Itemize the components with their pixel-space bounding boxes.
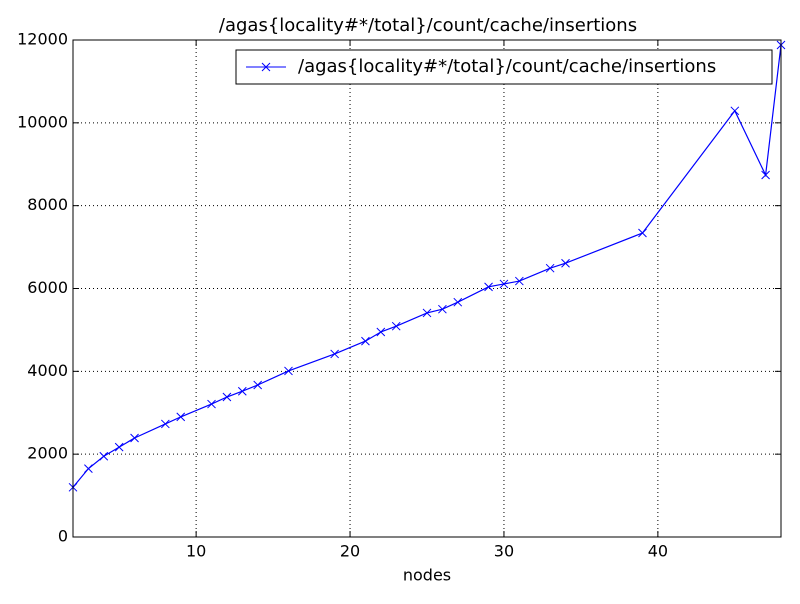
data-marker <box>284 366 293 376</box>
legend-box <box>235 49 773 85</box>
data-marker <box>730 106 740 116</box>
data-marker <box>237 386 247 396</box>
data-marker <box>438 304 447 314</box>
data-marker <box>391 321 401 331</box>
data-marker <box>84 464 93 474</box>
y-tick-label: 6000 <box>27 278 68 297</box>
data-line <box>72 44 782 488</box>
x-tick-label: 30 <box>494 542 514 561</box>
data-marker <box>761 170 770 180</box>
data-marker <box>253 380 263 390</box>
data-marker <box>514 276 524 286</box>
plot-frame <box>72 39 782 538</box>
data-marker <box>207 399 216 409</box>
data-marker <box>422 308 432 318</box>
x-tick-label: 20 <box>340 542 360 561</box>
y-tick-label: 8000 <box>27 195 68 214</box>
data-marker <box>176 412 186 422</box>
data-marker <box>561 258 570 268</box>
legend-marker <box>261 62 271 72</box>
x-tick-label: 40 <box>648 542 668 561</box>
chart-title: /agas{locality#*/total}/count/cache/inse… <box>219 15 637 36</box>
x-axis-label: nodes <box>403 566 451 585</box>
y-tick-label: 12000 <box>17 30 68 49</box>
data-marker <box>130 433 139 443</box>
data-marker <box>330 349 340 359</box>
data-marker <box>484 282 493 292</box>
legend-label: /agas{locality#*/total}/count/cache/inse… <box>298 56 716 77</box>
data-marker <box>499 279 509 289</box>
data-marker <box>99 451 109 461</box>
data-marker <box>361 336 370 346</box>
data-marker <box>453 297 463 307</box>
y-tick-label: 2000 <box>27 444 68 463</box>
x-tick-label: 10 <box>186 542 206 561</box>
y-tick-label: 10000 <box>17 112 68 131</box>
y-tick-label: 0 <box>58 527 68 546</box>
data-marker <box>545 263 555 273</box>
data-marker <box>114 442 124 452</box>
data-marker <box>222 392 232 402</box>
data-marker <box>160 419 170 429</box>
data-marker <box>376 327 386 337</box>
y-tick-label: 4000 <box>27 361 68 380</box>
data-marker <box>638 228 647 238</box>
